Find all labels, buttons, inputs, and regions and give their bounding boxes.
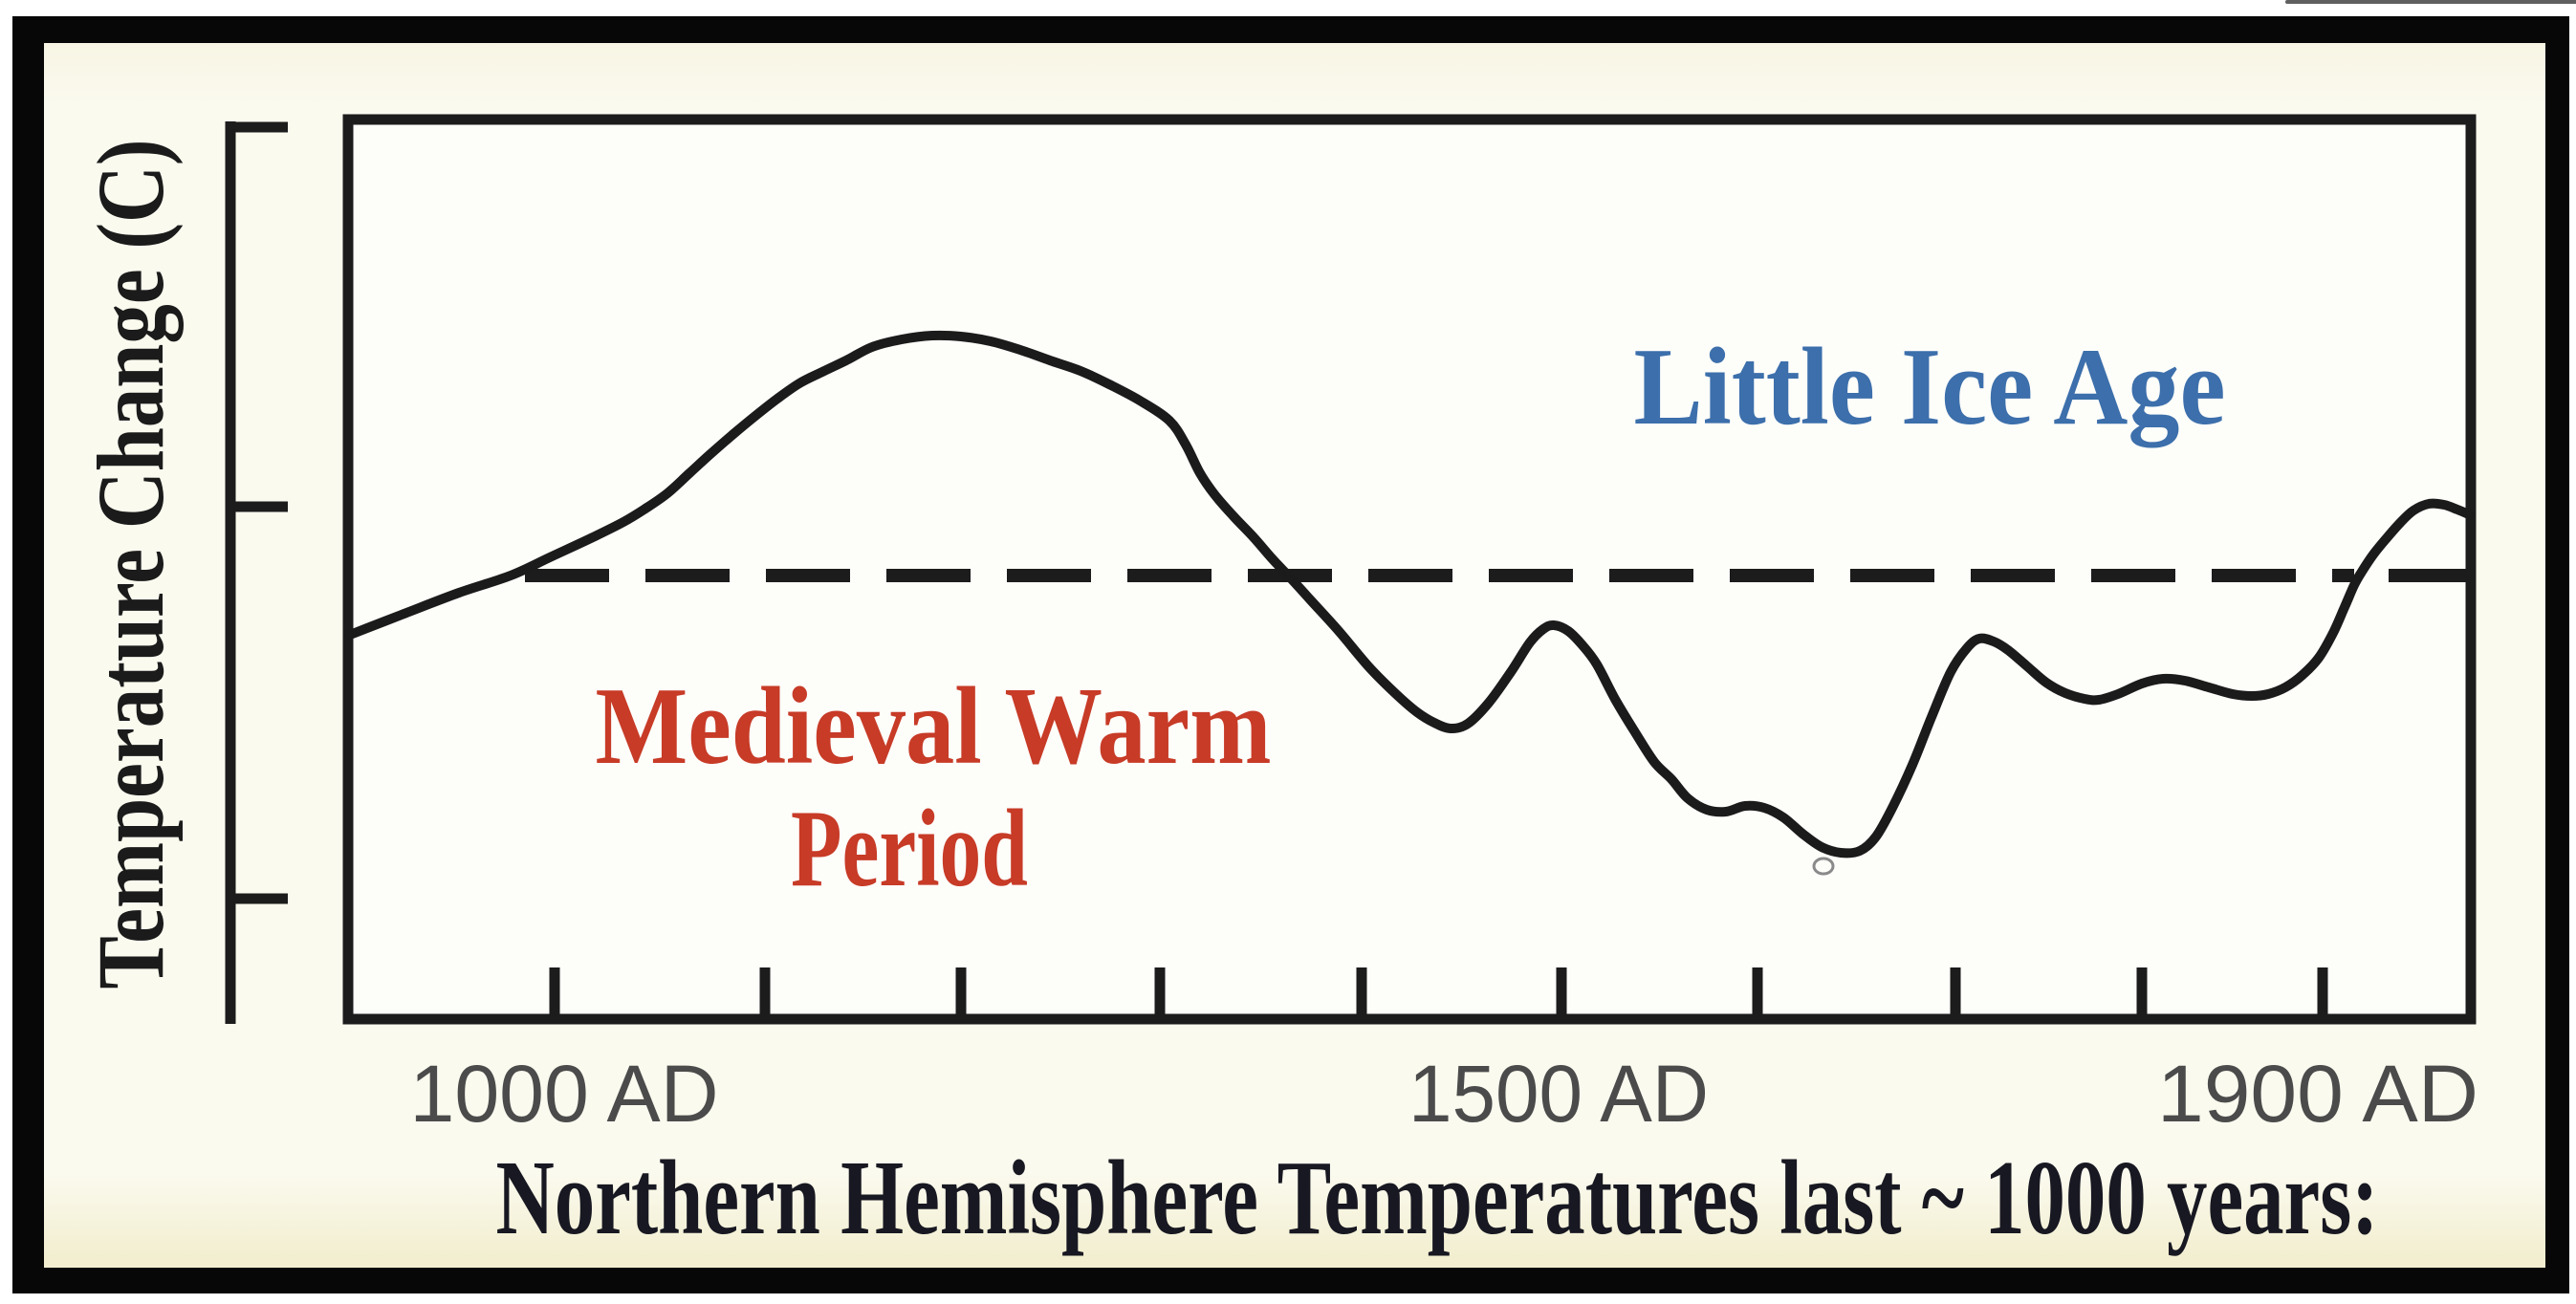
svg-text:Period: Period [791,788,1028,909]
svg-text:1900 AD: 1900 AD [2157,1049,2478,1139]
svg-text:Medieval Warm: Medieval Warm [596,665,1272,787]
svg-text:Little Ice Age: Little Ice Age [1634,326,2226,447]
svg-text:Temperature Change (C): Temperature Change (C) [77,140,184,989]
svg-text:1000 AD: 1000 AD [410,1049,719,1139]
svg-text:1500 AD: 1500 AD [1408,1049,1709,1139]
svg-text:Northern Hemisphere Temperatur: Northern Hemisphere Temperatures last ~ … [496,1140,2379,1257]
